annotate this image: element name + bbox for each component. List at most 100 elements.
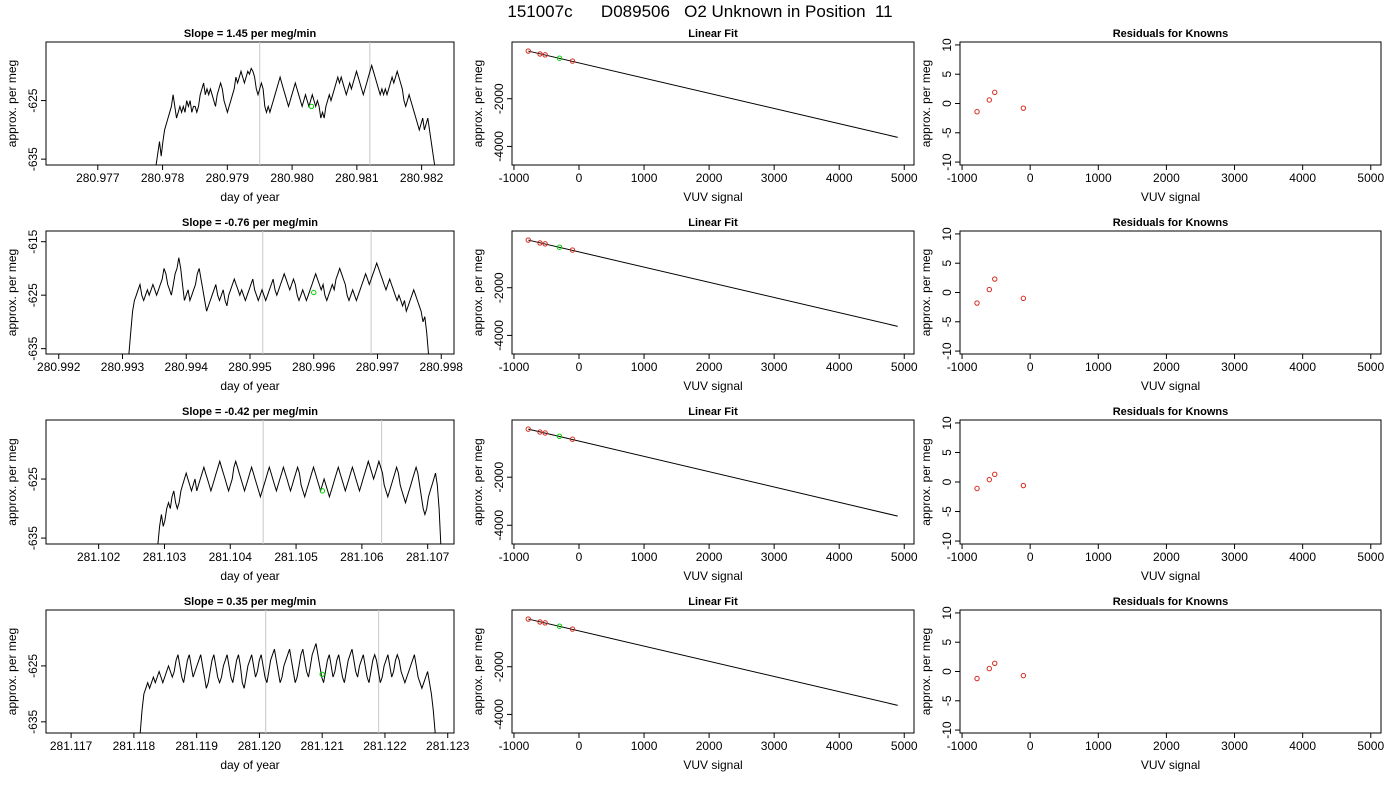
x-axis-label: VUV signal <box>683 758 742 772</box>
x-tick-label: 5000 <box>1357 739 1384 753</box>
y-tick-label: -10 <box>940 532 954 550</box>
x-tick-label: 4000 <box>1289 171 1316 185</box>
x-tick-label: 280.981 <box>335 171 379 185</box>
y-tick-label: 5 <box>940 260 954 267</box>
x-tick-label: 281.117 <box>50 739 93 753</box>
plot-area <box>525 48 898 138</box>
x-tick-label: 280.995 <box>228 360 272 374</box>
plot-frame <box>511 609 915 734</box>
x-axis-label: day of year <box>220 758 279 772</box>
x-tick-label: 0 <box>1027 171 1034 185</box>
x-tick-label: 281.118 <box>113 739 156 753</box>
x-tick-label: 0 <box>576 550 583 564</box>
x-tick-label: 1000 <box>1085 550 1112 564</box>
data-series-line <box>155 63 436 165</box>
known-data-point <box>525 48 531 54</box>
chart-title: Linear Fit <box>688 596 738 608</box>
x-tick-label: 3000 <box>1221 171 1248 185</box>
unknown-marker-point <box>319 671 325 677</box>
y-tick-label: -625 <box>26 654 40 678</box>
x-tick-label: -1000 <box>499 360 530 374</box>
y-axis-label: approx. per meg <box>5 60 19 147</box>
x-tick-label: 3000 <box>761 360 788 374</box>
y-tick-label: -10 <box>940 721 954 739</box>
x-tick-label: 0 <box>1027 550 1034 564</box>
fit-line <box>528 50 898 138</box>
x-tick-label: 5000 <box>891 550 918 564</box>
y-tick-label: -5 <box>940 506 954 517</box>
x-tick-label: 281.105 <box>274 550 318 564</box>
y-axis-label: approx. per meg <box>5 249 19 336</box>
plot-area <box>974 471 1027 492</box>
plot-area <box>525 616 898 706</box>
x-tick-label: -1000 <box>499 550 530 564</box>
unknown-marker-point <box>319 488 326 494</box>
x-tick-label: 280.998 <box>420 360 464 374</box>
fit-line <box>528 618 898 706</box>
x-tick-label: 280.992 <box>37 360 81 374</box>
y-axis-label: approx. per meg <box>471 628 485 715</box>
y-axis-label: approx. per meg <box>919 628 933 715</box>
x-tick-label: 0 <box>1027 360 1034 374</box>
y-tick-label: -5 <box>940 127 954 138</box>
known-data-point <box>569 626 576 632</box>
y-tick-label: -10 <box>940 153 954 171</box>
y-axis-label: approx. per meg <box>471 438 485 525</box>
y-tick-label: 10 <box>940 606 954 620</box>
plot-frame <box>959 609 1382 734</box>
x-tick-label: 2000 <box>1153 550 1180 564</box>
chart-panel: Linear Fit -1000 0 1000 2000 3000 4000 5000 -200… <box>471 406 918 583</box>
plot-frame <box>511 230 915 355</box>
data-series-line <box>157 459 442 544</box>
x-tick-label: -1000 <box>947 739 978 753</box>
y-tick-label: -635 <box>26 709 40 733</box>
x-tick-label: 4000 <box>1289 550 1316 564</box>
x-tick-label: 2000 <box>1153 171 1180 185</box>
x-tick-label: 3000 <box>761 550 788 564</box>
chart-title: Residuals for Knowns <box>1113 596 1229 608</box>
x-axis-label: VUV signal <box>1141 379 1200 393</box>
chart-panel: Residuals for Knowns -1000 0 1000 2000 3000 40… <box>919 596 1384 772</box>
x-tick-label: 3000 <box>1221 739 1248 753</box>
data-series-line <box>139 643 436 733</box>
x-tick-label: 280.996 <box>292 360 336 374</box>
chart-title: Slope = -0.42 per meg/min <box>182 406 318 418</box>
plot-frame <box>45 41 455 166</box>
x-tick-label: 0 <box>576 171 583 185</box>
x-tick-label: 281.123 <box>426 739 470 753</box>
plot-frame <box>45 419 455 545</box>
x-axis-label: VUV signal <box>683 190 742 204</box>
y-tick-label: -615 <box>26 229 40 253</box>
plot-area <box>157 420 442 544</box>
x-tick-label: 4000 <box>826 171 853 185</box>
data-series-line <box>128 257 429 354</box>
x-axis-label: VUV signal <box>1141 758 1200 772</box>
y-tick-label: -2000 <box>492 272 506 303</box>
page-title: 151007c D089506 O2 Unknown in Position 1… <box>507 2 893 21</box>
plot-area <box>525 237 898 327</box>
y-tick-label: -635 <box>26 147 40 171</box>
x-tick-label: 2000 <box>1153 360 1180 374</box>
known-data-point <box>542 430 548 436</box>
known-data-point <box>974 109 980 115</box>
y-tick-label: 0 <box>940 289 954 296</box>
chart-title: Linear Fit <box>688 217 738 229</box>
chart-panel: Slope = -0.76 per meg/min 280.992 280.993 2… <box>5 217 463 393</box>
known-data-point <box>974 675 980 682</box>
x-tick-label: 3000 <box>1221 550 1248 564</box>
plot-frame <box>959 230 1382 355</box>
chart-panel: Residuals for Knowns -1000 0 1000 2000 3000 40… <box>919 28 1384 204</box>
chart-panel: Linear Fit -1000 0 1000 2000 3000 4000 5000 -200… <box>471 596 918 772</box>
x-tick-label: 280.982 <box>400 171 444 185</box>
x-tick-label: 281.121 <box>300 739 344 753</box>
y-tick-label: -2000 <box>492 83 506 114</box>
x-tick-label: 1000 <box>631 360 658 374</box>
x-tick-label: -1000 <box>947 360 978 374</box>
fit-line <box>528 428 898 517</box>
y-axis-label: approx. per meg <box>5 438 19 525</box>
x-tick-label: 0 <box>576 739 583 753</box>
x-tick-label: 280.978 <box>141 171 185 185</box>
y-tick-label: 0 <box>940 100 954 107</box>
y-tick-label: -5 <box>940 316 954 327</box>
